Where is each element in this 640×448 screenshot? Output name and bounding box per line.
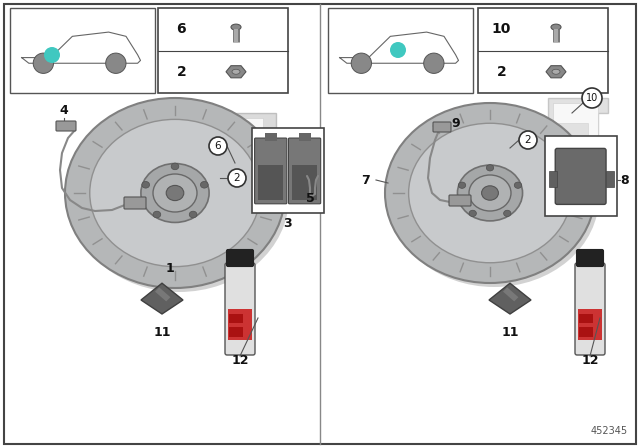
- Bar: [328, 8, 473, 93]
- Bar: [229, 314, 243, 323]
- Bar: [298, 134, 310, 141]
- Text: 1: 1: [166, 262, 174, 275]
- Circle shape: [519, 131, 537, 149]
- Bar: [578, 309, 602, 340]
- Text: 7: 7: [360, 173, 369, 186]
- FancyBboxPatch shape: [56, 121, 76, 131]
- Text: 2: 2: [497, 65, 506, 79]
- Text: 10: 10: [586, 93, 598, 103]
- Bar: [265, 134, 276, 141]
- Text: 452345: 452345: [591, 426, 628, 436]
- Text: 12: 12: [231, 353, 249, 366]
- Polygon shape: [548, 98, 608, 188]
- Bar: [549, 171, 557, 187]
- Ellipse shape: [481, 186, 499, 200]
- Ellipse shape: [515, 182, 522, 188]
- Ellipse shape: [469, 175, 511, 211]
- Ellipse shape: [153, 211, 161, 218]
- Ellipse shape: [166, 185, 184, 201]
- Ellipse shape: [469, 210, 476, 216]
- Circle shape: [390, 42, 406, 58]
- FancyBboxPatch shape: [575, 263, 605, 355]
- Polygon shape: [503, 288, 518, 302]
- FancyBboxPatch shape: [449, 195, 471, 206]
- Circle shape: [228, 169, 246, 187]
- Circle shape: [44, 47, 60, 63]
- Bar: [228, 309, 252, 340]
- Bar: [478, 8, 608, 93]
- Text: 6: 6: [214, 141, 221, 151]
- Bar: [579, 327, 593, 337]
- Ellipse shape: [171, 163, 179, 170]
- Ellipse shape: [408, 123, 572, 263]
- Circle shape: [106, 53, 126, 73]
- Text: 2: 2: [234, 173, 240, 183]
- Bar: [579, 314, 593, 323]
- Polygon shape: [233, 118, 263, 188]
- Ellipse shape: [69, 102, 289, 292]
- Text: 9: 9: [452, 116, 460, 129]
- Bar: [258, 165, 284, 200]
- Polygon shape: [546, 66, 566, 78]
- Ellipse shape: [141, 164, 209, 223]
- Circle shape: [351, 53, 371, 73]
- Circle shape: [209, 137, 227, 155]
- Bar: [252, 128, 324, 213]
- Text: 11: 11: [501, 327, 519, 340]
- FancyBboxPatch shape: [289, 138, 321, 204]
- Bar: [229, 327, 243, 337]
- Bar: [558, 123, 588, 138]
- Bar: [10, 8, 155, 93]
- Ellipse shape: [385, 103, 595, 283]
- Polygon shape: [155, 288, 170, 302]
- Ellipse shape: [142, 181, 150, 188]
- Bar: [606, 171, 614, 187]
- Ellipse shape: [504, 210, 511, 216]
- Ellipse shape: [458, 182, 466, 188]
- Text: 10: 10: [492, 22, 511, 36]
- Bar: [158, 8, 288, 93]
- Bar: [292, 165, 317, 200]
- Text: 12: 12: [581, 353, 599, 366]
- FancyBboxPatch shape: [433, 122, 451, 132]
- Text: 6: 6: [177, 22, 186, 36]
- Ellipse shape: [389, 107, 599, 287]
- Polygon shape: [226, 66, 246, 78]
- Ellipse shape: [90, 119, 260, 267]
- Ellipse shape: [200, 181, 208, 188]
- Polygon shape: [228, 113, 276, 193]
- Polygon shape: [489, 283, 531, 314]
- FancyBboxPatch shape: [556, 148, 606, 204]
- Text: 3: 3: [284, 216, 292, 229]
- Circle shape: [33, 53, 54, 73]
- Text: 5: 5: [306, 191, 314, 204]
- Text: 8: 8: [621, 173, 629, 186]
- Polygon shape: [141, 283, 183, 314]
- Ellipse shape: [189, 211, 197, 218]
- FancyBboxPatch shape: [124, 197, 146, 209]
- FancyBboxPatch shape: [577, 250, 604, 267]
- Ellipse shape: [552, 69, 560, 74]
- FancyBboxPatch shape: [227, 250, 253, 267]
- Ellipse shape: [486, 165, 493, 171]
- Bar: [545, 136, 617, 216]
- Circle shape: [424, 53, 444, 73]
- Text: 2: 2: [525, 135, 531, 145]
- FancyBboxPatch shape: [225, 263, 255, 355]
- Text: 11: 11: [153, 327, 171, 340]
- Text: 2: 2: [177, 65, 186, 79]
- Text: 4: 4: [60, 103, 68, 116]
- Polygon shape: [553, 103, 598, 183]
- Ellipse shape: [551, 24, 561, 30]
- Ellipse shape: [231, 24, 241, 30]
- Ellipse shape: [458, 165, 522, 221]
- Ellipse shape: [65, 98, 285, 288]
- Ellipse shape: [153, 174, 197, 212]
- Ellipse shape: [232, 69, 240, 74]
- Circle shape: [582, 88, 602, 108]
- FancyBboxPatch shape: [255, 138, 287, 204]
